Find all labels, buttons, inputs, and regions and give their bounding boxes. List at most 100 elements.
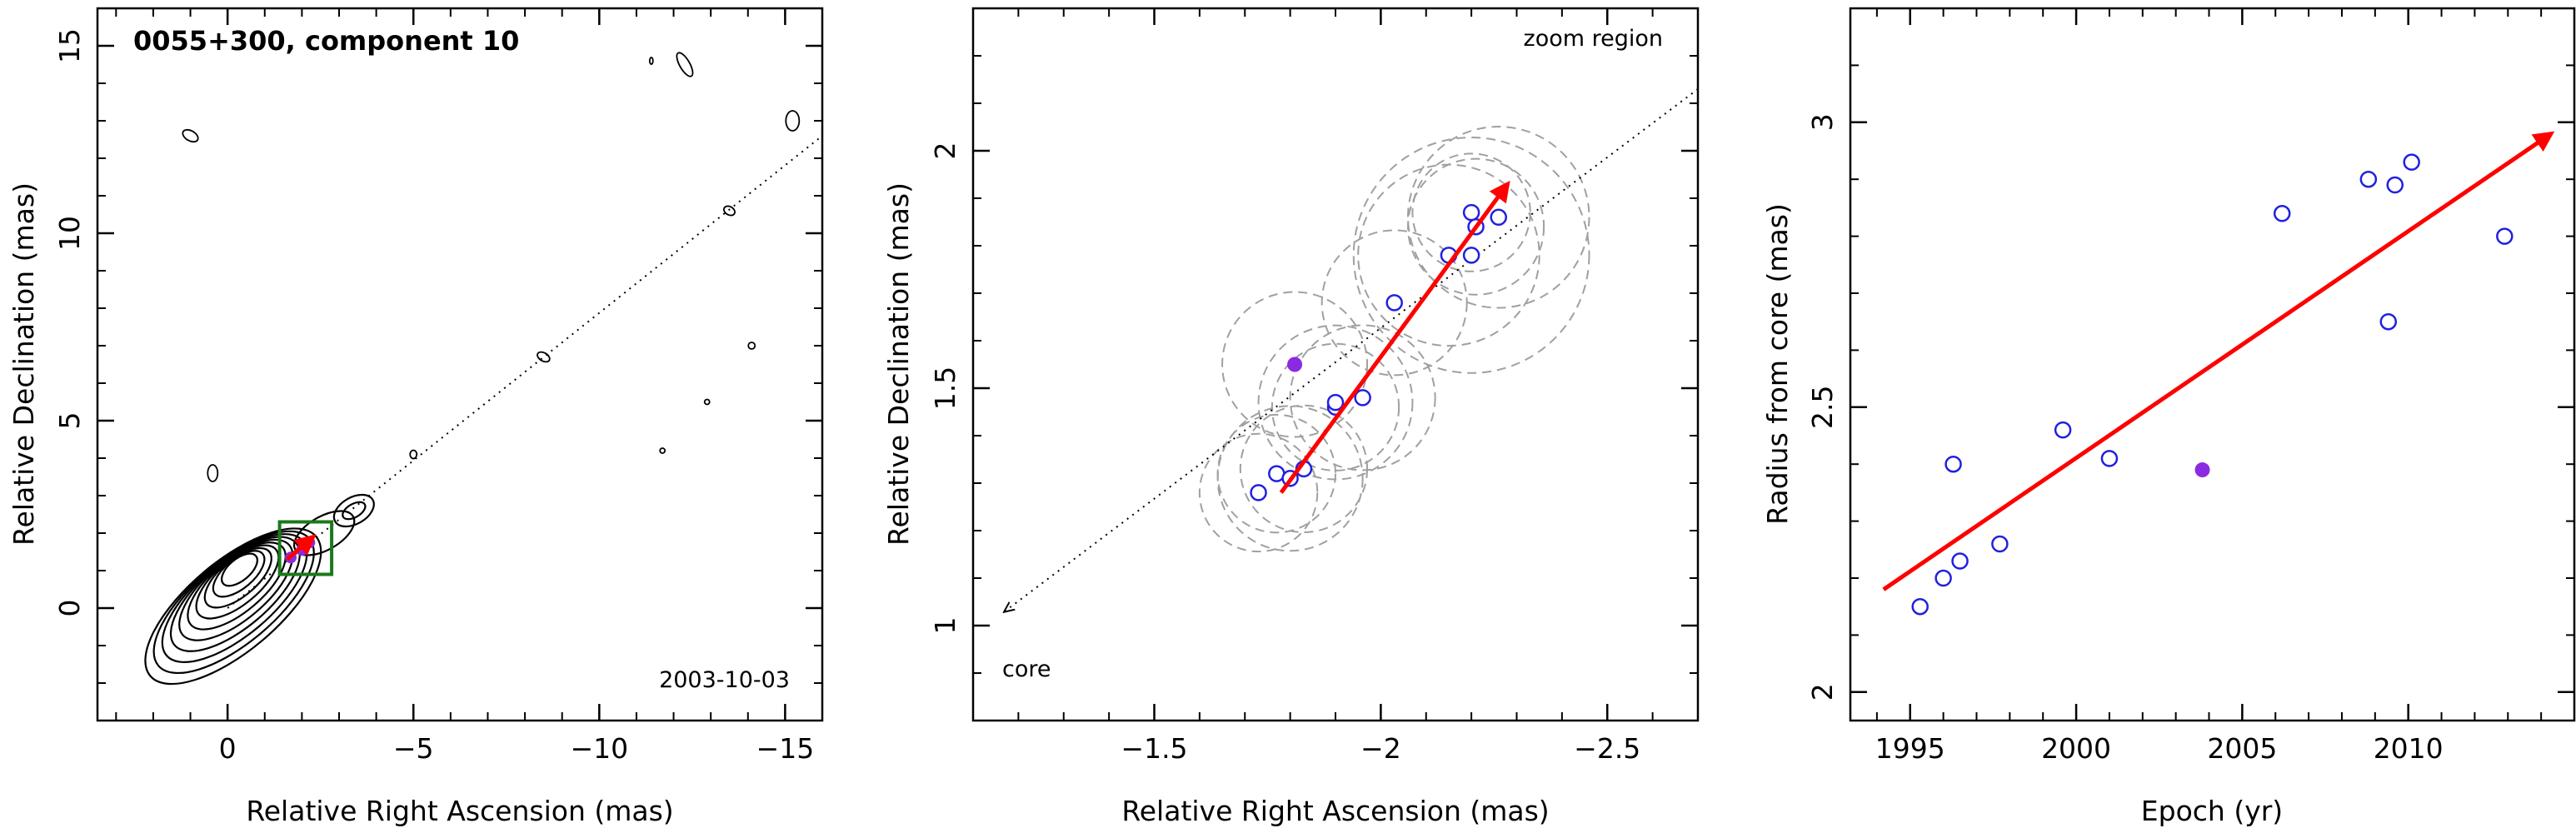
y-axis-label: Relative Declination (mas): [882, 182, 915, 546]
fit-arrow: [1882, 131, 2555, 591]
contour-level: [676, 52, 694, 77]
y-tick-label: 10: [53, 216, 86, 251]
x-tick-label: −15: [756, 732, 815, 765]
error-circle: [1320, 229, 1468, 377]
data-point: [1991, 535, 2009, 553]
data-point: [2386, 176, 2404, 194]
contour-level: [144, 527, 322, 686]
epoch-plot-area: [1882, 131, 2555, 616]
data-point: [2359, 170, 2378, 188]
x-tick-label: 1995: [1875, 732, 1945, 765]
data-point: [1326, 393, 1345, 412]
data-point: [2054, 421, 2072, 439]
highlight-point: [2194, 462, 2210, 478]
data-point: [1934, 569, 1952, 587]
data-point: [1250, 484, 1267, 501]
y-tick-label: 1: [929, 617, 961, 635]
x-tick-label: −2: [1360, 732, 1401, 765]
contour-level: [207, 464, 219, 482]
contour-level: [785, 110, 801, 132]
axis-ticks: 0 −5 −10 −15 0 5 10 15: [53, 7, 823, 765]
zoom-region-box: [277, 520, 334, 576]
panel-title: 0055+300, component 10: [133, 25, 519, 57]
contour-level: [537, 351, 551, 363]
y-tick-label: 1.5: [929, 367, 961, 410]
core-annotation: core: [1002, 656, 1051, 682]
contour-level: [203, 546, 272, 609]
contour-level: [659, 447, 666, 454]
data-point: [1951, 552, 1969, 570]
x-tick-label: −1.5: [1121, 732, 1187, 765]
data-point: [1354, 389, 1371, 407]
zoom-region-annotation: zoom region: [1524, 26, 1663, 52]
jet-contours: [144, 52, 801, 686]
data-point: [1490, 208, 1507, 227]
panel-contour-map: 0 −5 −10 −15 0 5 10 15 0055+300, component 10 2…: [7, 7, 824, 827]
y-axis-label: Relative Declination (mas): [7, 182, 40, 546]
contour-level: [409, 449, 418, 460]
error-circle: [1216, 405, 1364, 552]
data-point: [2273, 204, 2291, 222]
contour-level: [703, 398, 711, 406]
epoch-annotation: 2003-10-03: [659, 667, 790, 693]
panel-radius-vs-epoch: 1995 2000 2005 2010 2 2.5 3 Epoch (yr) Radius …: [1761, 7, 2576, 827]
data-point: [1911, 597, 1929, 616]
y-tick-label: 2: [929, 142, 961, 160]
contour-level: [178, 538, 294, 641]
motion-arrow: [285, 534, 317, 561]
x-axis-label: Relative Right Ascension (mas): [1121, 795, 1549, 827]
contour-level: [332, 493, 375, 528]
x-tick-label: 0: [219, 732, 237, 765]
error-circle: [1407, 126, 1590, 309]
contour-level: [648, 57, 654, 65]
x-axis-label: Relative Right Ascension (mas): [246, 795, 673, 827]
x-tick-label: −2.5: [1574, 732, 1640, 765]
contour-level: [293, 510, 356, 556]
data-point: [2379, 312, 2398, 331]
plot-frame: [96, 7, 824, 722]
error-circle: [1198, 432, 1319, 553]
core-direction-line: [1005, 88, 1698, 611]
data-point: [2100, 450, 2119, 467]
highlight-point: [1287, 357, 1303, 372]
data-point: [1944, 455, 1962, 473]
y-tick-label: 15: [53, 28, 86, 63]
x-tick-label: −10: [570, 732, 628, 765]
data-point: [2496, 227, 2514, 245]
data-point: [1385, 294, 1403, 312]
contour-level: [747, 342, 756, 350]
error-circle: [1411, 152, 1531, 272]
y-tick-label: 5: [53, 412, 86, 430]
contour-level: [195, 544, 280, 620]
data-point: [1462, 203, 1480, 222]
data-point: [1462, 247, 1480, 264]
error-circle: [1257, 324, 1414, 481]
axis-ticks: −1.5 −2 −2.5 1 1.5 2: [929, 8, 1698, 765]
contour-plot-area: [144, 52, 822, 686]
contour-level: [723, 205, 736, 217]
y-tick-label: 2: [1806, 683, 1839, 701]
contour-level: [212, 550, 266, 598]
contour-level: [221, 552, 258, 587]
plot-frame: [1849, 7, 2576, 722]
contour-level: [161, 533, 308, 663]
error-circle: [1271, 342, 1400, 471]
y-tick-label: 2.5: [1806, 386, 1839, 429]
panel-zoom-region: −1.5 −2 −2.5 1 1.5 2 zoom region core Relativ…: [882, 7, 1700, 827]
x-tick-label: −5: [393, 732, 434, 765]
motion-arrow: [1279, 180, 1510, 494]
y-tick-label: 0: [53, 600, 86, 617]
axis-ticks: 1995 2000 2005 2010 2 2.5 3: [1806, 8, 2575, 765]
y-axis-label: Radius from core (mas): [1761, 203, 1794, 525]
x-tick-label: 2010: [2374, 732, 2444, 765]
x-tick-label: 2005: [2207, 732, 2277, 765]
error-circle: [1221, 291, 1369, 438]
error-circle: [1352, 137, 1590, 374]
contour-level: [187, 541, 287, 631]
error-circle: [1289, 324, 1436, 471]
plot-frame: [971, 7, 1700, 722]
jet-axis-line: [227, 135, 822, 609]
error-circle: [1239, 404, 1369, 534]
zoom-plot-area: [1005, 88, 1698, 611]
